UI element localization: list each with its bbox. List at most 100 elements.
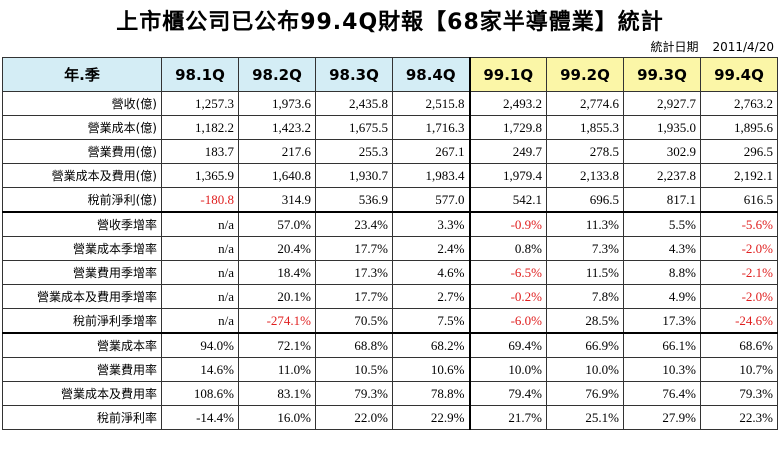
table-cell: 1,973.6 xyxy=(238,91,316,116)
table-cell: 2,515.8 xyxy=(392,91,470,116)
table-cell: 183.7 xyxy=(161,139,239,164)
table-row: 營業成本率 94.0% 72.1% 68.8% 68.2% 69.4% 66.9% 66.1%… xyxy=(2,332,778,358)
table-row: 稅前淨利率 -14.4% 16.0% 22.0% 22.9% 21.7% 25.1% 27.9… xyxy=(2,405,778,430)
table-cell: 78.8% xyxy=(392,381,470,406)
table-cell: 314.9 xyxy=(238,187,316,213)
table-cell: 1,855.3 xyxy=(546,115,624,140)
table-cell: 1,182.2 xyxy=(161,115,239,140)
row-label: 營業成本及費用季增率 xyxy=(2,284,162,309)
stats-date-label: 統計日期 xyxy=(650,40,699,54)
table-cell: -24.6% xyxy=(700,308,778,334)
row-label: 營業成本季增率 xyxy=(2,236,162,261)
table-cell: 20.1% xyxy=(238,284,316,309)
table-cell: 7.3% xyxy=(546,236,624,261)
table-cell: 217.6 xyxy=(238,139,316,164)
table-cell: 21.7% xyxy=(468,405,547,430)
table-cell: 817.1 xyxy=(623,187,701,213)
row-label: 營業費用(億) xyxy=(2,139,162,164)
table-cell: 2,493.2 xyxy=(468,91,547,116)
table-cell: 616.5 xyxy=(700,187,778,213)
table-cell: 577.0 xyxy=(392,187,470,213)
table-cell: 17.3% xyxy=(623,308,701,334)
header-quarter: 98.4Q xyxy=(392,57,470,92)
table-cell: 2,133.8 xyxy=(546,163,624,188)
table-cell: 11.3% xyxy=(546,211,624,237)
table-cell: 94.0% xyxy=(161,332,239,358)
table-cell: 0.8% xyxy=(468,236,547,261)
table-cell: 10.7% xyxy=(700,357,778,382)
table-row: 營業費用季增率 n/a 18.4% 17.3% 4.6% -6.5% 11.5% 8.8% -2… xyxy=(2,260,778,285)
table-cell: 79.3% xyxy=(700,381,778,406)
table-cell: n/a xyxy=(161,236,239,261)
row-label: 營業成本及費用率 xyxy=(2,381,162,406)
table-cell: 2,774.6 xyxy=(546,91,624,116)
header-quarter: 99.2Q xyxy=(546,57,624,92)
row-label: 營業費用季增率 xyxy=(2,260,162,285)
header-quarter: 99.1Q xyxy=(468,57,547,92)
table-cell: -6.5% xyxy=(468,260,547,285)
table-cell: 5.5% xyxy=(623,211,701,237)
table-cell: 68.8% xyxy=(315,332,393,358)
table-row: 稅前淨利季增率 n/a -274.1% 70.5% 7.5% -6.0% 28.5% 17.3… xyxy=(2,308,778,334)
table-cell: -2.1% xyxy=(700,260,778,285)
row-label: 營業成本及費用(億) xyxy=(2,163,162,188)
table-cell: n/a xyxy=(161,284,239,309)
table-cell: 4.6% xyxy=(392,260,470,285)
table-cell: 10.6% xyxy=(392,357,470,382)
table-cell: 1,979.4 xyxy=(468,163,547,188)
table-cell: 1,423.2 xyxy=(238,115,316,140)
header-row: 年.季 98.1Q 98.2Q 98.3Q 98.4Q 99.1Q 99.2Q … xyxy=(2,57,778,92)
row-label: 營業費用率 xyxy=(2,357,162,382)
row-label: 稅前淨利率 xyxy=(2,405,162,430)
table-row: 營收季增率 n/a 57.0% 23.4% 3.3% -0.9% 11.3% 5.5% -5.6… xyxy=(2,211,778,237)
table-cell: -2.0% xyxy=(700,284,778,309)
table-cell: 1,983.4 xyxy=(392,163,470,188)
row-label: 稅前淨利(億) xyxy=(2,187,162,213)
table-cell: 14.6% xyxy=(161,357,239,382)
table-cell: 83.1% xyxy=(238,381,316,406)
table-cell: 22.3% xyxy=(700,405,778,430)
row-label: 營業成本(億) xyxy=(2,115,162,140)
financial-table: 年.季 98.1Q 98.2Q 98.3Q 98.4Q 99.1Q 99.2Q … xyxy=(2,57,778,430)
table-cell: 296.5 xyxy=(700,139,778,164)
row-label: 營收季增率 xyxy=(2,211,162,237)
row-label: 稅前淨利季增率 xyxy=(2,308,162,334)
table-cell: 18.4% xyxy=(238,260,316,285)
table-cell: 11.0% xyxy=(238,357,316,382)
table-cell: 696.5 xyxy=(546,187,624,213)
table-cell: 1,675.5 xyxy=(315,115,393,140)
table-cell: 7.8% xyxy=(546,284,624,309)
table-cell: 2,927.7 xyxy=(623,91,701,116)
table-cell: 542.1 xyxy=(468,187,547,213)
table-cell: 536.9 xyxy=(315,187,393,213)
table-cell: 2.4% xyxy=(392,236,470,261)
table-cell: 79.4% xyxy=(468,381,547,406)
row-label: 營業成本率 xyxy=(2,332,162,358)
table-row: 營業成本(億) 1,182.2 1,423.2 1,675.5 1,716.3 1,729… xyxy=(2,115,778,140)
table-cell: 2,237.8 xyxy=(623,163,701,188)
table-cell: 1,716.3 xyxy=(392,115,470,140)
table-cell: 27.9% xyxy=(623,405,701,430)
table-cell: -0.9% xyxy=(468,211,547,237)
table-cell: 68.2% xyxy=(392,332,470,358)
table-cell: 1,365.9 xyxy=(161,163,239,188)
table-cell: 278.5 xyxy=(546,139,624,164)
table-cell: 2,435.8 xyxy=(315,91,393,116)
table-cell: 4.3% xyxy=(623,236,701,261)
table-cell: 2.7% xyxy=(392,284,470,309)
header-corner: 年.季 xyxy=(2,57,162,92)
table-cell: 1,895.6 xyxy=(700,115,778,140)
table-cell: 302.9 xyxy=(623,139,701,164)
stats-date: 統計日期 2011/4/20 xyxy=(650,38,774,55)
table-cell: 255.3 xyxy=(315,139,393,164)
table-cell: n/a xyxy=(161,260,239,285)
table-cell: 57.0% xyxy=(238,211,316,237)
table-row: 營業成本及費用季增率 n/a 20.1% 17.7% 2.7% -0.2% 7.8% 4.9%… xyxy=(2,284,778,309)
table-cell: 10.3% xyxy=(623,357,701,382)
table-cell: 10.5% xyxy=(315,357,393,382)
table-cell: 72.1% xyxy=(238,332,316,358)
header-quarter: 98.1Q xyxy=(161,57,239,92)
table-cell: 76.4% xyxy=(623,381,701,406)
table-cell: 22.0% xyxy=(315,405,393,430)
table-cell: 70.5% xyxy=(315,308,393,334)
